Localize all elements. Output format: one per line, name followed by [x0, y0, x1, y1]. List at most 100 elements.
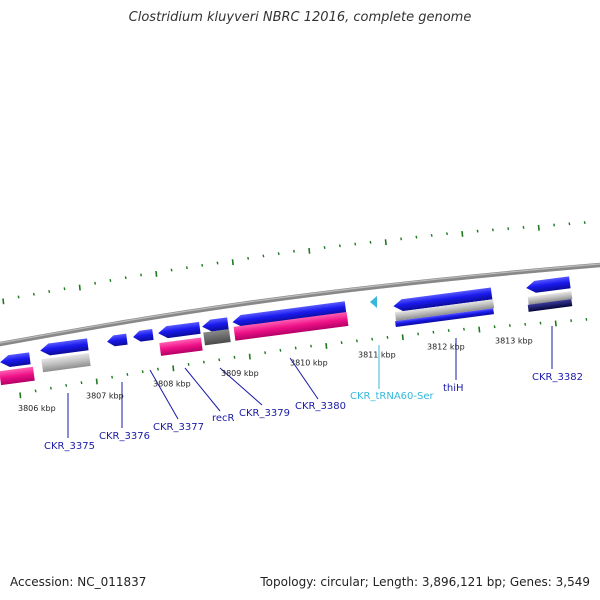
scale-tick [111, 375, 114, 379]
scale-tick [293, 249, 295, 253]
scale-tick [522, 225, 525, 229]
scale-tick [400, 237, 403, 241]
kbp-label: 3807 kbp [86, 392, 124, 401]
genome-title: Clostridium kluyveri NBRC 12016, complet… [128, 10, 472, 25]
scale-tick [507, 227, 510, 231]
scale-tick [2, 298, 5, 305]
scale-tick [524, 322, 527, 326]
accession-label: Accession: NC_011837 [10, 575, 147, 589]
scale-tick [63, 287, 66, 291]
gene-arrow-blue [133, 329, 154, 342]
leader-line [184, 367, 221, 412]
gene-features [0, 276, 573, 386]
scale-tick [371, 337, 374, 341]
backbone-line [0, 262, 600, 347]
scale-tick [325, 342, 328, 349]
kbp-label: 3812 kbp [427, 343, 465, 352]
topology-label: Topology: circular; Length: 3,896,121 bp… [260, 575, 590, 589]
leader-line [289, 357, 319, 400]
kbp-label: 3806 kbp [18, 404, 56, 413]
scale-tick [432, 330, 435, 334]
scale-tick [201, 263, 204, 267]
scale-tick [141, 370, 144, 374]
backbone-highlight [0, 263, 600, 344]
gene-label: CKR_3377 [153, 422, 204, 433]
gene-arrow-blue [202, 317, 229, 332]
gene-label: CKR_3380 [295, 401, 346, 412]
scale-tick [430, 233, 433, 237]
scale-tick [310, 344, 312, 348]
scale-tick [65, 383, 68, 387]
gene-arrow-blue [526, 276, 571, 293]
gene-arrow-blue [232, 301, 347, 327]
gene-bar-blue [395, 308, 494, 328]
scale-tick [491, 228, 494, 232]
scale-tick [48, 290, 51, 293]
scale-tick [248, 353, 251, 360]
scale-tick [202, 360, 205, 364]
scale-tick [415, 235, 418, 239]
scale-tick [354, 242, 357, 246]
kbp-label: 3813 kbp [495, 336, 533, 345]
scale-tick [384, 239, 387, 246]
scale-tick [446, 232, 448, 236]
trna-marker [370, 296, 377, 308]
genome-backbone [0, 262, 600, 347]
gene-arrow-blue [393, 287, 493, 312]
scale-tick [417, 332, 420, 336]
kbp-label: 3809 kbp [221, 369, 259, 378]
scale-tick [539, 321, 542, 325]
scale-tick [401, 334, 404, 341]
gene-label: CKR_3379 [239, 408, 290, 419]
gene-label: CKR_3382 [532, 372, 583, 383]
scale-tick [493, 325, 496, 329]
scale-tick [463, 327, 465, 331]
scale-tick [308, 247, 311, 254]
scale-tick [187, 362, 190, 366]
scale-tick [155, 270, 158, 277]
scale-tick [279, 348, 282, 352]
scale-tick [553, 223, 556, 227]
kbp-label: 3810 kbp [290, 359, 328, 368]
gene-label: CKR_3375 [44, 441, 95, 452]
gene-bar-gray [394, 299, 495, 322]
gene-bar-gray [41, 353, 91, 373]
kbp-label: 3811 kbp [358, 350, 396, 359]
scale-tick [172, 365, 175, 372]
scale-tick [277, 252, 280, 256]
gene-bar-pink [233, 311, 349, 341]
scale-tick [94, 281, 97, 285]
gene-arrow-blue [40, 338, 89, 356]
scale-tick [34, 389, 37, 393]
leader-line [149, 369, 179, 420]
scale-tick [264, 351, 267, 355]
scale-tick [49, 386, 52, 390]
scale-tick [17, 295, 20, 299]
scale-tick [218, 358, 221, 362]
leader-line [219, 367, 263, 406]
gene-bar-pink [159, 337, 203, 356]
scale-tick [247, 256, 250, 260]
scale-tick [109, 279, 112, 282]
scale-tick [537, 224, 540, 231]
scale-ticks [2, 221, 588, 399]
scale-tick [262, 254, 265, 258]
scale-tick [78, 284, 81, 291]
scale-tick [19, 392, 22, 399]
scale-tick [185, 266, 188, 270]
scale-tick [157, 367, 159, 371]
gene-label: CKR_3376 [99, 431, 150, 442]
scale-tick [554, 320, 557, 327]
scale-tick [478, 326, 481, 333]
scale-tick [233, 355, 236, 359]
scale-tick [80, 381, 83, 385]
scale-tick [355, 339, 358, 343]
gene-arrow-blue [158, 321, 201, 339]
kbp-label: 3808 kbp [153, 380, 191, 389]
gene-bar-darkgray [203, 329, 231, 346]
scale-tick [461, 230, 464, 237]
gene-label: CKR_tRNA60-Ser [350, 391, 435, 402]
